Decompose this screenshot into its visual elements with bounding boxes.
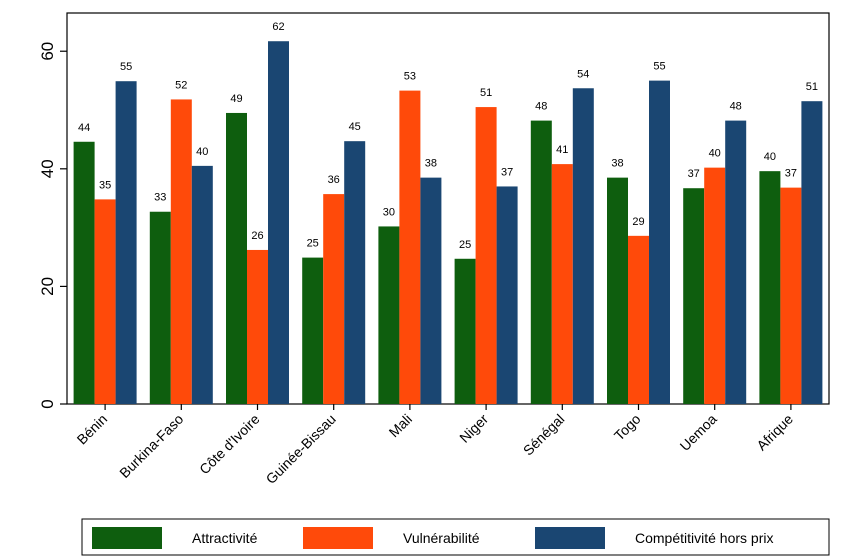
data-label: 45 — [349, 121, 361, 133]
x-tick-label: Côte d'Ivoire — [196, 411, 263, 478]
bar — [344, 141, 366, 405]
bar — [170, 99, 192, 404]
value-labels: 44 35 55 33 52 40 49 26 62 25 36 45 30 53 38 25 51 37 48 41… — [78, 21, 818, 251]
data-label: 51 — [480, 87, 492, 99]
bar — [475, 107, 497, 404]
y-tick-label: 20 — [38, 277, 57, 296]
bar — [759, 171, 781, 404]
data-label: 29 — [632, 216, 644, 228]
y-tick-label: 0 — [38, 399, 57, 408]
bar — [454, 258, 476, 404]
bar — [607, 177, 628, 404]
data-label: 33 — [154, 192, 166, 204]
data-label: 53 — [404, 71, 416, 83]
bar — [268, 41, 289, 404]
x-tick-label: Burkina-Faso — [116, 411, 186, 481]
bar — [323, 194, 345, 404]
legend-swatch — [92, 527, 162, 549]
data-label: 54 — [577, 68, 589, 80]
x-tick-label: Togo — [611, 411, 644, 444]
legend-label: Compétitivité hors prix — [635, 530, 774, 546]
data-label: 30 — [383, 206, 395, 218]
legend-label: Vulnérabilité — [403, 530, 480, 546]
bar — [247, 249, 268, 404]
data-label: 48 — [730, 101, 742, 113]
bar — [628, 235, 649, 404]
bar — [115, 81, 137, 404]
data-label: 25 — [459, 239, 471, 251]
y-tick-label: 60 — [38, 42, 57, 61]
bars — [73, 41, 823, 405]
bar — [191, 165, 213, 404]
legend: Attractivité Vulnérabilité Compétitivité h… — [81, 518, 830, 556]
data-label: 40 — [764, 151, 776, 163]
bar — [683, 188, 705, 404]
bar — [399, 90, 421, 404]
data-label: 26 — [251, 230, 263, 242]
bar — [551, 164, 573, 404]
data-label: 44 — [78, 122, 90, 134]
data-label: 49 — [230, 93, 242, 105]
data-label: 41 — [556, 144, 568, 156]
bar — [378, 226, 400, 404]
data-label: 37 — [501, 166, 513, 178]
data-label: 36 — [328, 174, 340, 186]
data-label: 40 — [709, 148, 721, 160]
bar — [725, 120, 747, 404]
data-label: 25 — [307, 238, 319, 250]
legend-label: Attractivité — [192, 530, 258, 546]
bar — [780, 187, 802, 404]
data-label: 55 — [120, 61, 132, 73]
data-label: 35 — [99, 179, 111, 191]
bar — [149, 211, 171, 404]
bar — [73, 141, 95, 404]
bar — [420, 177, 442, 404]
x-axis: Bénin Burkina-Faso Côte d'Ivoire Guinée-Bis… — [74, 404, 796, 487]
data-label: 37 — [688, 168, 700, 180]
bar — [496, 186, 518, 404]
x-tick-label: Afrique — [753, 411, 796, 454]
data-label: 38 — [425, 158, 437, 170]
data-label: 51 — [806, 81, 818, 93]
bar — [530, 120, 552, 404]
y-axis: 0 20 40 60 — [38, 42, 67, 409]
bar — [649, 80, 670, 404]
x-tick-label: Uemoa — [677, 411, 720, 454]
x-tick-label: Niger — [456, 411, 491, 446]
bar — [302, 257, 324, 404]
bar — [572, 88, 594, 405]
data-label: 52 — [175, 79, 187, 91]
bar — [94, 199, 116, 404]
data-label: 37 — [785, 168, 797, 180]
x-tick-label: Mali — [386, 411, 415, 440]
data-label: 48 — [535, 101, 547, 113]
data-label: 40 — [196, 146, 208, 158]
x-tick-label: Guinée-Bissau — [263, 411, 339, 487]
data-label: 55 — [653, 61, 665, 73]
legend-swatch — [303, 527, 373, 549]
legend-swatch — [535, 527, 605, 549]
plot-frame — [66, 12, 830, 405]
y-tick-label: 40 — [38, 159, 57, 178]
bar — [704, 167, 726, 404]
data-label: 38 — [611, 158, 623, 170]
data-label: 62 — [272, 21, 284, 33]
x-tick-label: Bénin — [74, 411, 111, 448]
bar — [226, 112, 247, 404]
legend-frame — [81, 518, 830, 556]
x-tick-label: Sénégal — [520, 411, 568, 459]
bar — [801, 101, 823, 404]
